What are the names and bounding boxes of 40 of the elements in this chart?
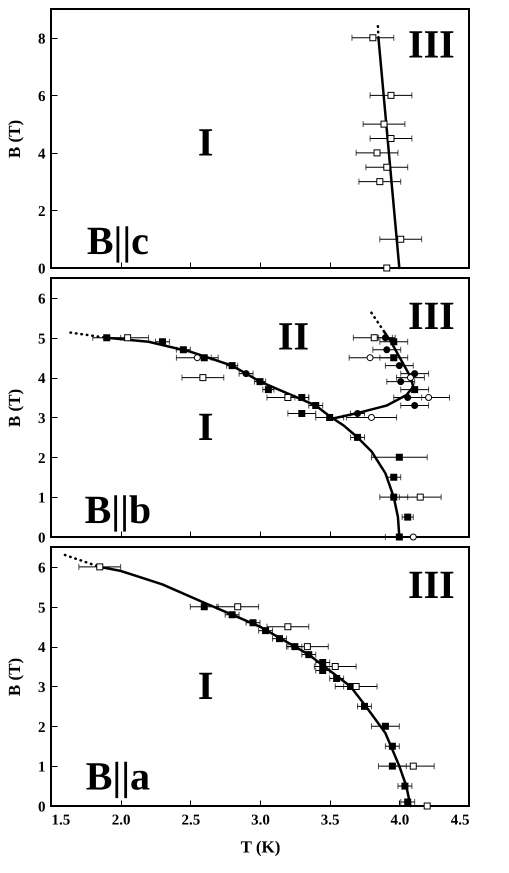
- y-axis-title: B (T): [5, 388, 24, 428]
- y-tick-label: 5: [38, 600, 46, 616]
- y-axis-title: B (T): [5, 658, 24, 696]
- y-tick-label: 1: [38, 760, 46, 776]
- y-tick-label: 0: [38, 530, 46, 546]
- y-tick-label: 2: [38, 204, 46, 220]
- annotation: III: [408, 21, 455, 66]
- y-tick-label: 3: [38, 680, 46, 696]
- x-tick-label: 2.0: [112, 812, 131, 828]
- annotation: B||a: [86, 754, 150, 799]
- y-axis-title: B (T): [5, 120, 24, 158]
- x-tick-label: 3.0: [251, 812, 270, 828]
- y-tick-label: 4: [38, 640, 46, 656]
- x-tick-label: 1.5: [52, 812, 70, 828]
- annotation: III: [408, 562, 455, 607]
- y-tick-label: 6: [38, 88, 46, 105]
- annotation: B||c: [86, 218, 149, 264]
- annotation: B||b: [84, 487, 152, 532]
- x-tick-label: 3.5: [320, 812, 340, 828]
- y-tick-label: 6: [38, 560, 46, 576]
- y-tick-label: 0: [38, 262, 46, 278]
- y-tick-label: 2: [38, 720, 46, 736]
- y-tick-label: 5: [38, 331, 46, 348]
- y-tick-label: 4: [38, 146, 46, 162]
- annotation: III: [408, 292, 455, 338]
- y-tick-label: 2: [38, 450, 46, 467]
- y-tick-label: 3: [38, 410, 46, 427]
- y-tick-label: 0: [38, 800, 46, 816]
- x-tick-label: 4.5: [450, 812, 470, 828]
- annotation: II: [278, 314, 310, 359]
- annotation: I: [198, 404, 214, 450]
- x-axis-title: T (K): [240, 838, 280, 856]
- y-tick-label: 8: [38, 31, 46, 48]
- annotation: I: [198, 120, 214, 165]
- y-tick-label: 6: [38, 291, 46, 308]
- x-tick-label: 2.5: [181, 812, 200, 828]
- y-tick-label: 4: [38, 371, 46, 388]
- x-tick-label: 4.0: [390, 812, 410, 828]
- annotation: I: [198, 662, 214, 708]
- y-tick-label: 1: [38, 490, 46, 507]
